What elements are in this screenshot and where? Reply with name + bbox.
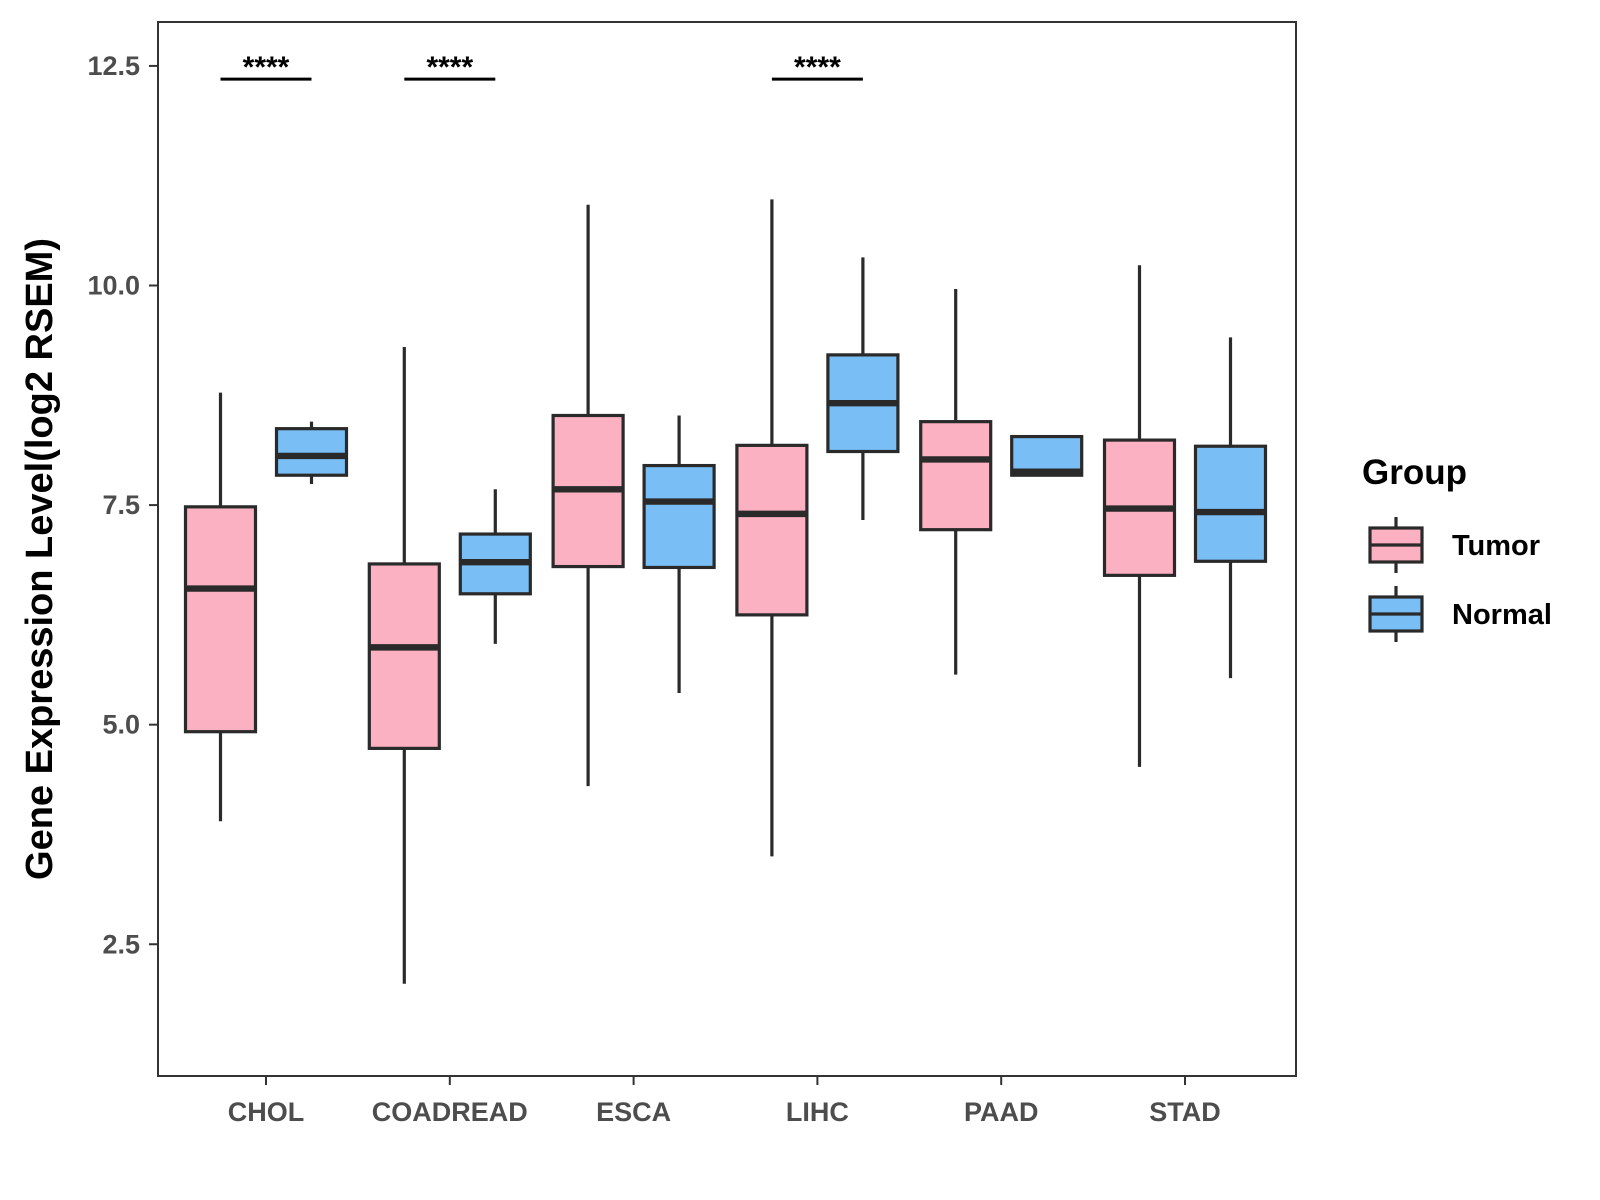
x-tick-label: COADREAD xyxy=(372,1097,528,1127)
box-lihc-normal xyxy=(826,257,900,521)
box-body xyxy=(735,443,809,617)
y-tick-label: 12.5 xyxy=(87,51,140,81)
y-tick-label: 5.0 xyxy=(102,710,140,740)
box-paad-normal xyxy=(1010,434,1084,477)
y-tick-label: 7.5 xyxy=(102,490,140,520)
legend-label: Normal xyxy=(1452,599,1552,631)
box-stad-normal xyxy=(1193,337,1268,679)
significance-lihc: **** xyxy=(771,51,863,84)
x-tick-label: ESCA xyxy=(596,1097,671,1127)
y-tick-label: 10.0 xyxy=(87,271,140,301)
box-body xyxy=(1193,444,1268,563)
significance-label: **** xyxy=(426,51,473,84)
box-esca-normal xyxy=(642,415,716,694)
x-tick-label: LIHC xyxy=(786,1097,849,1127)
box-coadread-tumor xyxy=(367,346,441,984)
significance-chol: **** xyxy=(220,51,312,84)
x-tick-label: PAAD xyxy=(964,1097,1039,1127)
significance-label: **** xyxy=(794,51,841,84)
axes: 2.5 5.0 7.5 10.0 12.5 CHOL COADREAD ESCA LIHC PAA… xyxy=(87,21,1297,1127)
y-axis-title: Gene Expression Level(log2 RSEM) xyxy=(19,238,61,880)
plot-area: **** **** **** xyxy=(183,51,1268,984)
legend-item-tumor: Tumor xyxy=(1368,517,1540,573)
panel-border xyxy=(157,21,1297,1077)
significance-coadread: **** xyxy=(404,51,496,84)
box-body xyxy=(274,427,349,477)
box-stad-tumor xyxy=(1102,265,1177,767)
x-tick-label: STAD xyxy=(1149,1097,1221,1127)
box-body xyxy=(367,562,441,750)
box-body xyxy=(919,420,993,532)
legend: Group Tumor Normal xyxy=(1362,453,1552,642)
box-paad-tumor xyxy=(919,289,993,675)
box-chol-normal xyxy=(274,421,349,485)
x-tick-label: CHOL xyxy=(228,1097,305,1127)
box-coadread-normal xyxy=(458,489,532,644)
legend-key-tumor xyxy=(1368,517,1424,573)
y-tick-label: 2.5 xyxy=(102,929,140,959)
box-body xyxy=(642,463,716,570)
box-body xyxy=(183,505,258,734)
significance-label: **** xyxy=(243,51,290,84)
box-chol-tumor xyxy=(183,392,258,822)
legend-key-normal xyxy=(1368,586,1424,642)
box-lihc-tumor xyxy=(735,199,809,857)
box-esca-tumor xyxy=(551,204,625,787)
legend-item-normal: Normal xyxy=(1368,586,1552,642)
legend-label: Tumor xyxy=(1452,530,1540,562)
legend-title: Group xyxy=(1362,453,1467,492)
